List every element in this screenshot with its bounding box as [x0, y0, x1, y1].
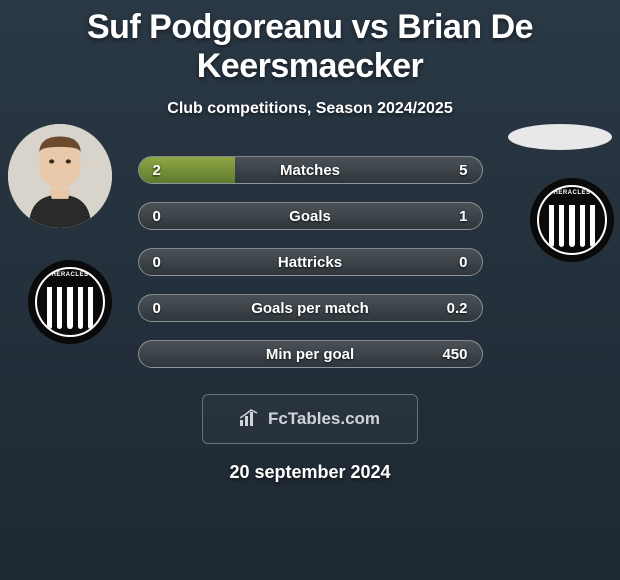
club-right-badge: HERACLES [530, 178, 614, 262]
stat-value-right: 0 [459, 254, 467, 271]
stat-row: 2 Matches 5 [138, 156, 483, 184]
stat-row: 0 Goals per match 0.2 [138, 294, 483, 322]
stat-label: Goals [139, 208, 482, 225]
stat-value-right: 0.2 [447, 300, 468, 317]
stat-value-right: 450 [442, 346, 467, 363]
page-title: Suf Podgoreanu vs Brian De Keersmaecker [0, 0, 620, 86]
stats-container: 2 Matches 5 0 Goals 1 0 Hattricks 0 0 Go… [138, 156, 483, 368]
club-left-badge: HERACLES [28, 260, 112, 344]
stat-label: Goals per match [139, 300, 482, 317]
club-right-name: HERACLES [553, 190, 590, 196]
stat-value-right: 5 [459, 162, 467, 179]
club-left-name: HERACLES [51, 272, 88, 278]
stat-row: Min per goal 450 [138, 340, 483, 368]
date: 20 september 2024 [0, 462, 620, 483]
stat-row: 0 Goals 1 [138, 202, 483, 230]
stat-label: Hattricks [139, 254, 482, 271]
stat-label: Matches [139, 162, 482, 179]
chart-icon [240, 408, 262, 431]
stat-value-right: 1 [459, 208, 467, 225]
watermark-badge: FcTables.com [202, 394, 418, 444]
player-right-avatar [508, 124, 612, 150]
watermark-text: FcTables.com [268, 409, 380, 429]
stat-row: 0 Hattricks 0 [138, 248, 483, 276]
player-left-avatar [8, 124, 112, 228]
stat-label: Min per goal [139, 346, 482, 363]
subtitle: Club competitions, Season 2024/2025 [0, 100, 620, 118]
